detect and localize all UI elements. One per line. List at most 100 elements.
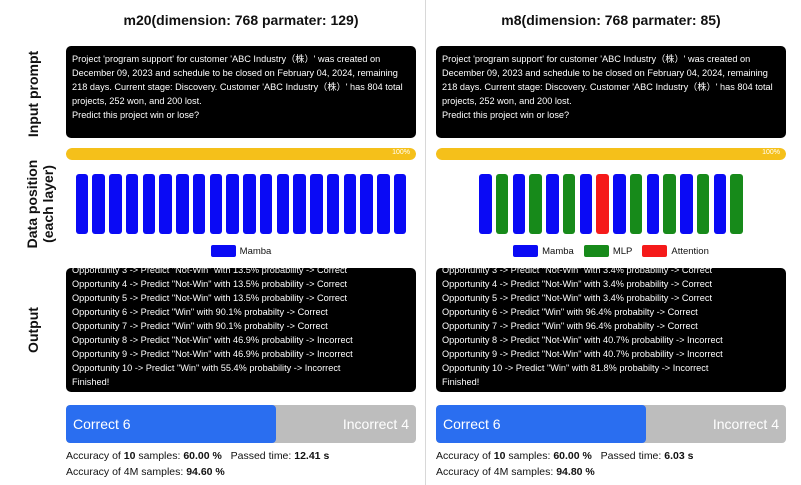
prompt-line: Predict this project win or lose? [442,110,570,120]
correct-label: Correct 6 [73,416,131,432]
input-prompt-box: Project 'program support' for customer '… [66,46,416,138]
prompt-line: 218 days. Current stage: Discovery. Cust… [72,82,403,92]
layer-block-mamba [360,174,373,234]
progress-label: 100% [392,149,410,156]
output-line: Opportunity 5 -> Predict "Not-Win" with … [442,293,712,303]
layer-block-mamba [343,174,357,234]
legend-swatch [513,245,539,257]
incorrect-label: Incorrect 4 [342,416,409,432]
legend-label: Attention [671,245,709,257]
layer-block-mamba [142,174,156,234]
layer-block-mlp [730,174,743,234]
layer-block-attention [596,174,609,234]
layer-block-mlp [529,174,542,234]
progress-bar: 100% [436,148,786,160]
output-log[interactable]: Opportunity 3 -> Predict "Not-Win" with … [66,268,416,392]
prompt-line: projects, 252 won, and 200 lost. [442,96,572,106]
output-line: Opportunity 9 -> Predict "Not-Win" with … [72,349,353,359]
layer-block-mamba [479,174,492,234]
incorrect-label: Incorrect 4 [712,416,779,432]
layer-block-mamba [75,174,89,234]
layer-block-mamba [92,174,105,234]
accuracy-value: 60.00 % [553,450,592,462]
layer-legend: Mamba [66,245,416,257]
output-line: Finished! [442,377,480,387]
input-prompt-box: Project 'program support' for customer '… [436,46,786,138]
model-panel-m8: m8(dimension: 768 parmater: 85) Project … [436,0,786,485]
correct-label: Correct 6 [443,416,501,432]
result-bar: Correct 6 Incorrect 4 [436,405,786,443]
output-line: Opportunity 6 -> Predict "Win" with 90.1… [72,307,328,317]
layer-legend: Mamba MLP Attention [436,245,786,257]
legend-swatch [210,245,236,257]
layer-block-mamba [109,174,122,234]
layer-block-mamba [377,174,390,234]
accuracy-4m-line: Accuracy of 4M samples: 94.80 % [436,466,595,478]
legend-item-attention: Attention [642,245,709,257]
legend-label: MLP [612,245,633,257]
layer-block-mamba [243,174,256,234]
accuracy-4m-line: Accuracy of 4M samples: 94.60 % [66,466,225,478]
accuracy-4m-value: 94.80 % [556,466,595,478]
layer-block-mamba [209,174,223,234]
row-label-data-position-line2: (each layer) [40,165,56,243]
layer-block-mlp [663,174,676,234]
panel-title: m20(dimension: 768 parmater: 129) [123,12,359,28]
layer-block-mamba [680,174,693,234]
model-panel-m20: m20(dimension: 768 parmater: 129) Projec… [66,0,416,485]
layer-block-mlp [629,174,643,234]
layer-block-mlp [562,174,576,234]
output-line: Opportunity 8 -> Predict "Not-Win" with … [72,335,353,345]
legend-label: Mamba [542,245,574,257]
output-line: Opportunity 9 -> Predict "Not-Win" with … [442,349,723,359]
prompt-line: December 09, 2023 and schedule to be clo… [442,68,768,78]
prompt-line: Project 'program support' for customer '… [72,54,381,64]
layer-block-mamba [546,174,559,234]
layer-block-mamba [125,174,139,234]
layer-block-mamba [310,174,323,234]
layer-block-mamba [192,174,206,234]
output-line: Opportunity 3 -> Predict "Not-Win" with … [72,268,348,275]
output-line: Opportunity 10 -> Predict "Win" with 81.… [442,363,709,373]
layer-block-mlp [696,174,710,234]
layer-block-mamba [276,174,290,234]
output-line: Opportunity 8 -> Predict "Not-Win" with … [442,335,723,345]
panel-divider [425,0,426,485]
layer-block-mamba [713,174,727,234]
output-log[interactable]: Opportunity 3 -> Predict "Not-Win" with … [436,268,786,392]
accuracy-line: Accuracy of 10 samples: 60.00 % Passed t… [436,450,694,462]
output-line: Finished! [72,377,110,387]
layer-block-mamba [393,174,407,234]
prompt-line: 218 days. Current stage: Discovery. Cust… [442,82,773,92]
row-label-input-prompt: Input prompt [25,50,41,138]
accuracy-value: 60.00 % [183,450,222,462]
output-line: Opportunity 6 -> Predict "Win" with 96.4… [442,307,698,317]
panel-title: m8(dimension: 768 parmater: 85) [501,12,721,28]
row-label-data-position-line1: Data position [24,159,40,249]
legend-label: Mamba [239,245,272,257]
layer-block-mamba [326,174,340,234]
layer-block-mamba [226,174,239,234]
layer-block-mamba [259,174,273,234]
prompt-line: December 09, 2023 and schedule to be clo… [72,68,398,78]
legend-swatch [642,245,668,257]
correct-segment: Correct 6 [66,405,276,443]
result-bar: Correct 6 Incorrect 4 [66,405,416,443]
output-line: Opportunity 10 -> Predict "Win" with 55.… [72,363,341,373]
legend-item-mlp: MLP [583,245,633,257]
passed-time-value: 6.03 s [664,450,694,462]
sample-count: 10 [493,450,506,462]
row-label-output: Output [25,307,41,353]
layer-stack [66,174,416,234]
accuracy-line: Accuracy of 10 samples: 60.00 % Passed t… [66,450,330,462]
output-line: Opportunity 5 -> Predict "Not-Win" with … [72,293,348,303]
legend-item-mamba: Mamba [210,245,272,257]
progress-label: 100% [762,149,780,156]
layer-block-mamba [646,174,660,234]
legend-item-mamba: Mamba [513,245,574,257]
output-line: Opportunity 4 -> Predict "Not-Win" with … [72,279,348,289]
row-label-data-position: Data position (each layer) [24,160,56,249]
legend-swatch [583,245,609,257]
progress-fill [66,148,416,160]
layer-block-mamba [579,174,593,234]
